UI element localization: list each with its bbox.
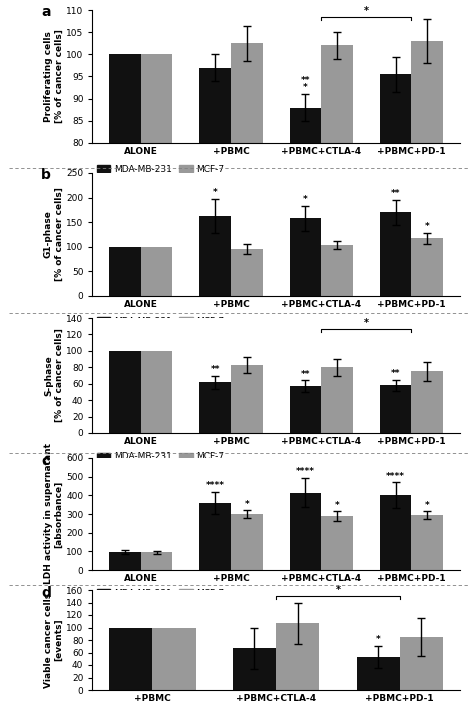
Text: *: * bbox=[425, 501, 429, 510]
Bar bbox=[109, 247, 141, 296]
Legend: MDA-MB-231, MCF-7: MDA-MB-231, MCF-7 bbox=[97, 453, 225, 462]
Text: **: ** bbox=[301, 369, 310, 379]
Y-axis label: Viable cancer cells
[events]: Viable cancer cells [events] bbox=[44, 592, 64, 687]
Bar bbox=[290, 108, 321, 498]
Bar bbox=[231, 364, 263, 433]
Text: *: * bbox=[364, 6, 369, 16]
Bar bbox=[411, 41, 443, 498]
Bar bbox=[200, 216, 231, 296]
Bar bbox=[290, 493, 321, 570]
Text: *: * bbox=[376, 635, 381, 644]
Bar bbox=[141, 247, 173, 296]
Bar bbox=[231, 250, 263, 296]
Text: **: ** bbox=[301, 76, 310, 85]
Bar bbox=[380, 74, 411, 498]
Bar bbox=[109, 627, 153, 690]
Bar bbox=[200, 503, 231, 570]
Bar bbox=[380, 496, 411, 570]
Bar bbox=[141, 54, 173, 498]
Bar bbox=[411, 372, 443, 433]
Bar bbox=[109, 351, 141, 433]
Bar bbox=[380, 386, 411, 433]
Bar bbox=[290, 219, 321, 296]
Bar bbox=[231, 43, 263, 498]
Text: *: * bbox=[336, 585, 340, 596]
Bar bbox=[276, 623, 319, 690]
Text: ****: **** bbox=[386, 472, 405, 481]
Text: *: * bbox=[245, 500, 249, 508]
Bar bbox=[231, 514, 263, 570]
Y-axis label: Proliferating cells
[% of cancer cells]: Proliferating cells [% of cancer cells] bbox=[44, 30, 64, 123]
Y-axis label: G1-phase
[% of cancer cells]: G1-phase [% of cancer cells] bbox=[44, 188, 64, 281]
Bar bbox=[200, 382, 231, 433]
Text: *: * bbox=[425, 221, 429, 231]
Text: *: * bbox=[303, 195, 308, 204]
Bar bbox=[380, 212, 411, 296]
Text: ****: **** bbox=[206, 481, 225, 490]
Bar bbox=[200, 68, 231, 498]
Bar bbox=[411, 238, 443, 296]
Bar bbox=[141, 552, 173, 570]
Text: *: * bbox=[335, 501, 339, 510]
Text: b: b bbox=[41, 168, 51, 182]
Bar bbox=[109, 552, 141, 570]
Text: *: * bbox=[303, 83, 308, 92]
Bar bbox=[233, 648, 276, 690]
Bar bbox=[321, 45, 353, 498]
Y-axis label: LDH activity in supernatant
[absorbance]: LDH activity in supernatant [absorbance] bbox=[44, 443, 64, 584]
Bar bbox=[153, 627, 196, 690]
Text: *: * bbox=[213, 188, 218, 197]
Text: **: ** bbox=[391, 369, 401, 378]
Bar bbox=[290, 386, 321, 433]
Bar bbox=[109, 54, 141, 498]
Legend: MDA-MB-231, MCF-7: MDA-MB-231, MCF-7 bbox=[97, 317, 225, 326]
Bar bbox=[411, 515, 443, 570]
Bar bbox=[400, 637, 443, 690]
Legend: MDA-MB-231, MCF-7: MDA-MB-231, MCF-7 bbox=[97, 165, 225, 174]
Text: ****: **** bbox=[296, 467, 315, 476]
Text: **: ** bbox=[391, 189, 401, 198]
Bar bbox=[321, 516, 353, 570]
Text: d: d bbox=[41, 586, 51, 600]
Text: **: ** bbox=[210, 364, 220, 374]
Text: a: a bbox=[41, 5, 51, 18]
Text: *: * bbox=[364, 318, 369, 328]
Legend: MDA-MB-231, MCF-7: MDA-MB-231, MCF-7 bbox=[97, 589, 225, 598]
Bar bbox=[321, 245, 353, 296]
Bar bbox=[141, 351, 173, 433]
Bar bbox=[321, 367, 353, 433]
Text: c: c bbox=[41, 453, 49, 467]
Bar bbox=[356, 657, 400, 690]
Y-axis label: S-phase
[% of cancer cells]: S-phase [% of cancer cells] bbox=[44, 329, 64, 422]
